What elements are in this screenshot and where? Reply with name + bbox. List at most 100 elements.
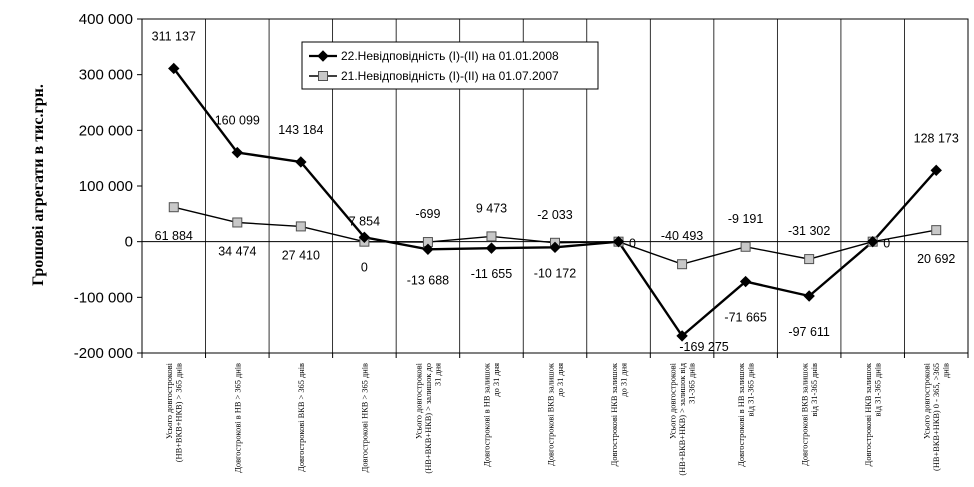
- category-label: Довгострокові НКВ залишок до 31 дня: [610, 362, 629, 466]
- category-label: Усього довгострокові (НВ+ВКВ+НКВ) > залиш…: [414, 362, 442, 473]
- point-2007: [677, 259, 688, 270]
- category-label-line: від 31-365 днів: [810, 363, 819, 417]
- point-2007: [804, 254, 815, 265]
- category-label-line: (НВ+ВКВ+НКВ) > 365 днів: [175, 363, 184, 462]
- point-2008: [612, 235, 625, 248]
- data-label-2008: 7 854: [349, 214, 380, 228]
- category-label-line: від 31-365 днів: [873, 363, 882, 417]
- data-label-2007: 61 884: [155, 229, 193, 243]
- axes: -200 000 -100 000 0 100 000 200 000 300 000 40…: [74, 11, 969, 362]
- data-label-2008: -71 665: [724, 311, 766, 325]
- data-label-2007: -31 302: [788, 224, 830, 238]
- category-label-line: днів: [942, 363, 951, 378]
- data-label-2008: -11 655: [471, 267, 513, 281]
- category-label-line: Усього довгострокові: [669, 362, 678, 439]
- point-2007: [486, 231, 497, 242]
- series-layer: [168, 62, 942, 342]
- category-label: Довгострокові ВКВ залишок до 31 дня: [546, 362, 565, 466]
- y-tick-label: 0: [125, 234, 133, 251]
- category-label-line: до 31 дня: [556, 363, 565, 397]
- point-2007: [931, 225, 942, 236]
- data-labels: 311 137 160 099 143 184 7 854 -13 688 -11 655…: [152, 29, 959, 353]
- data-label-2008: 0: [883, 237, 890, 251]
- data-label-2007: 0: [361, 261, 368, 275]
- category-label: Довгострокові НКВ залишок від 31-365 днів: [864, 362, 883, 466]
- category-label: Довгострокові ВКВ > 365 днів: [297, 363, 306, 472]
- data-label-2008: -169 275: [679, 340, 728, 354]
- y-tick-label: 300 000: [79, 67, 133, 84]
- data-label-2008: 311 137: [152, 29, 196, 43]
- data-label-2007: 9 473: [476, 201, 507, 215]
- data-label-2007: -40 493: [661, 229, 703, 243]
- y-tick-label: 400 000: [79, 11, 133, 28]
- data-label-2007: -9 191: [728, 212, 763, 226]
- category-label: Довгострокові в НВ залишок до 31 дня: [483, 362, 502, 467]
- category-label-line: Довгострокові в НВ > 365 днів: [233, 363, 242, 473]
- point-2007: [295, 221, 306, 232]
- category-label: Довгострокові в НВ > 365 днів: [233, 363, 242, 473]
- data-label-2008: 0: [629, 237, 636, 251]
- category-label-line: Довгострокові в НВ залишок: [483, 362, 492, 467]
- category-label-line: Довгострокові НКВ залишок: [610, 362, 619, 466]
- category-label: Усього довгострокові (НВ+ВКВ+НКВ) > 365 д…: [165, 362, 184, 462]
- category-label-line: Довгострокові в НВ залишок: [737, 362, 746, 467]
- point-2007: [232, 217, 243, 228]
- legend: 22.Невідповідність (І)-(ІІ) на 01.01.200…: [301, 41, 599, 90]
- point-2007: [168, 202, 179, 213]
- category-label-line: Довгострокові НКВ залишок: [864, 362, 873, 466]
- category-label-line: до 31 дня: [492, 363, 501, 397]
- category-label-line: Довгострокові ВКВ залишок: [546, 362, 555, 466]
- category-label-line: від 31-365 днів: [746, 363, 755, 417]
- point-2008: [549, 241, 561, 254]
- point-2008: [231, 146, 244, 159]
- data-label-2007: 34 474: [218, 244, 256, 258]
- category-label: Усього довгострокові (НВ+ВКВ+НКВ) > залиш…: [669, 362, 697, 475]
- y-tick-label: -100 000: [74, 289, 133, 306]
- category-label: Усього довгострокові (НВ+ВКВ+НКВ) 0 - 365…: [923, 362, 951, 471]
- category-label-line: Усього довгострокові: [165, 362, 174, 439]
- legend-marker-square: [318, 71, 328, 81]
- point-2008: [168, 62, 180, 75]
- legend-label: 22.Невідповідність (І)-(ІІ) на 01.01.200…: [341, 49, 559, 63]
- category-label-line: до 31 дня: [619, 363, 628, 397]
- data-label-2007: -2 033: [537, 208, 572, 222]
- category-label-line: Довгострокові НКВ > 365 днів: [360, 363, 369, 472]
- legend-label: 21.Невідповідність (І)-(ІІ) на 01.07.200…: [341, 69, 559, 83]
- series-line-2008: [172, 67, 938, 338]
- data-label-2008: -97 611: [788, 325, 830, 339]
- point-2008: [739, 275, 752, 288]
- category-label-line: (НВ+ВКВ+НКВ) 0 - 365, >365: [932, 363, 941, 471]
- category-label-line: Усього довгострокові: [414, 362, 423, 439]
- y-tick-label: 200 000: [79, 122, 133, 139]
- category-label: Довгострокові НКВ > 365 днів: [360, 363, 369, 472]
- data-label-2007: 20 692: [917, 252, 955, 266]
- data-label-2007: -699: [415, 207, 440, 221]
- category-label-line: Довгострокові ВКВ залишок: [800, 362, 809, 466]
- point-2008: [930, 164, 942, 177]
- point-2008: [295, 156, 307, 168]
- data-label-2008: 160 099: [215, 114, 260, 128]
- data-label-2008: -13 688: [407, 273, 449, 287]
- y-tick-label: 100 000: [79, 178, 133, 195]
- category-label-line: (НВ+ВКВ+НКВ) > залишок від: [678, 362, 687, 475]
- point-2008: [422, 243, 434, 255]
- y-axis-label: Грошові агрегати в тис.грн.: [30, 84, 47, 286]
- point-2008: [866, 235, 879, 248]
- y-tick-label: -200 000: [74, 345, 133, 362]
- legend-box: [301, 41, 599, 90]
- data-label-2008: -10 172: [534, 266, 576, 280]
- category-label: Довгострокові в НВ залишок від 31-365 дні…: [737, 362, 756, 467]
- category-label-line: Довгострокові ВКВ > 365 днів: [297, 363, 306, 472]
- legend-marker-diamond: [317, 50, 329, 62]
- point-2007: [740, 241, 751, 252]
- category-label-line: 31-365 днів: [688, 363, 697, 404]
- category-label-line: 31 дня: [433, 363, 442, 386]
- category-label-line: Усього довгострокові: [923, 362, 932, 439]
- data-label-2007: 27 410: [282, 248, 320, 262]
- point-2008: [803, 290, 815, 302]
- point-2008: [358, 231, 371, 244]
- category-label: Довгострокові ВКВ залишок від 31-365 днів: [800, 362, 819, 466]
- point-2008: [485, 242, 498, 254]
- point-2008: [676, 330, 688, 342]
